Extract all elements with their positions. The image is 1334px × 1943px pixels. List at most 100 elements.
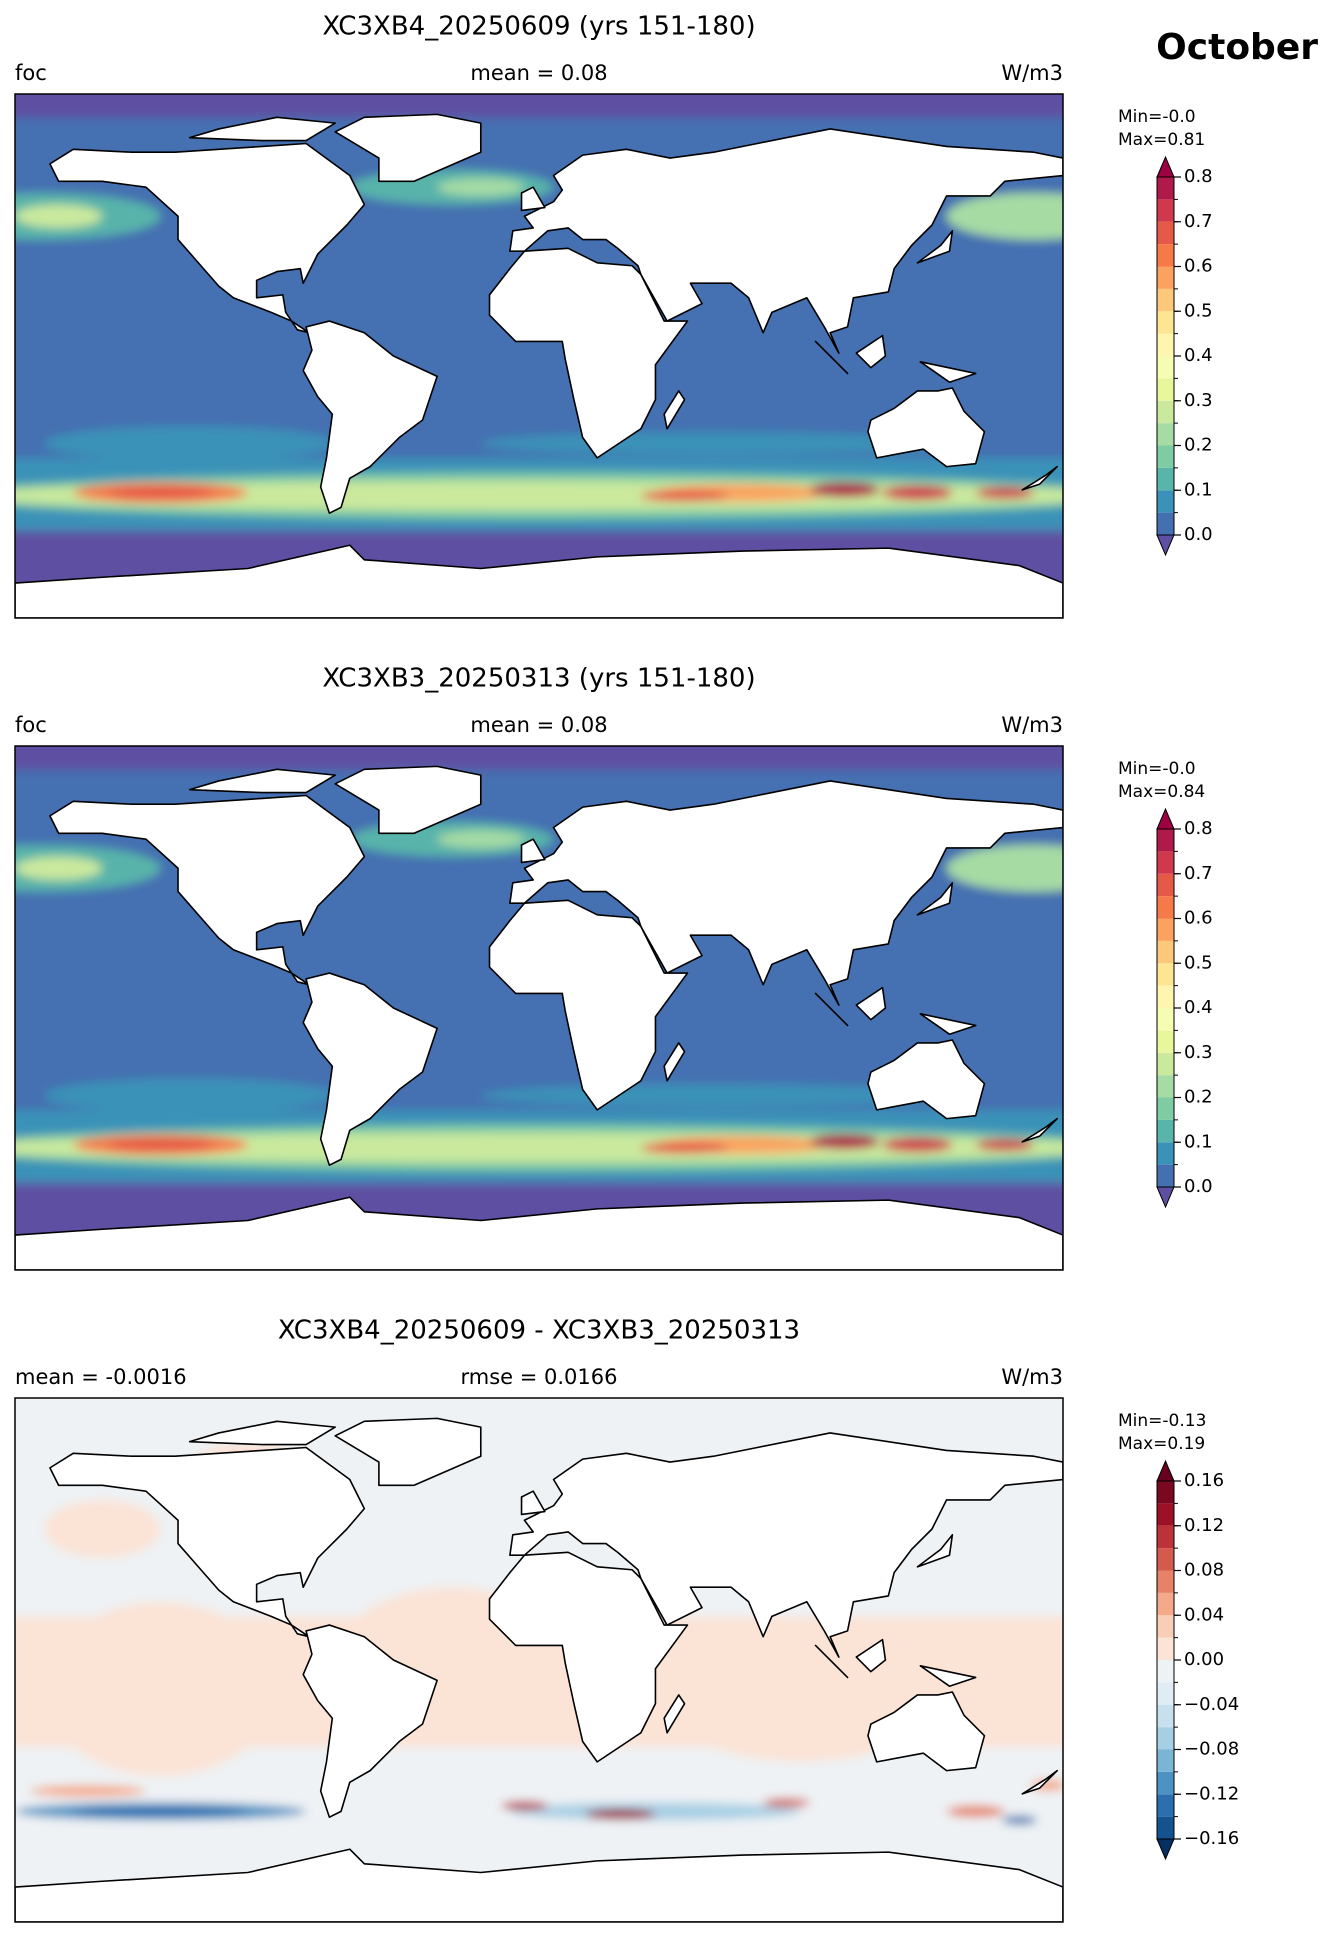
map xyxy=(0,79,1121,632)
colorbar-band xyxy=(1157,288,1174,312)
left-label: foc xyxy=(15,713,47,737)
colorbar-band xyxy=(1157,1660,1174,1683)
colorbar-tick-label: 0.3 xyxy=(1184,1042,1213,1063)
colorbar-band xyxy=(1157,1704,1174,1728)
colorbar-band xyxy=(1157,221,1174,245)
colorbar-band xyxy=(1157,311,1174,334)
colorbar-tick-label: 0.1 xyxy=(1184,1131,1213,1152)
colorbar-tick-label: 0.00 xyxy=(1184,1649,1224,1670)
min-label: Min=-0.0 xyxy=(1118,759,1196,779)
min-label: Min=-0.0 xyxy=(1118,107,1196,127)
map-content xyxy=(0,79,1121,632)
colorbar-tick-label: −0.08 xyxy=(1184,1739,1239,1760)
colorbar-band xyxy=(1157,1794,1174,1817)
colorbar-tick-label: 0.8 xyxy=(1184,818,1213,839)
colorbar-tick-label: 0.12 xyxy=(1184,1515,1224,1536)
map-content xyxy=(0,731,1121,1284)
colorbar-band xyxy=(1157,266,1174,289)
colorbar-tick-label: 0.08 xyxy=(1184,1560,1224,1581)
colorbar-band xyxy=(1157,829,1174,852)
center-label: rmse = 0.0166 xyxy=(460,1365,617,1389)
colorbar-tick-label: 0.5 xyxy=(1184,952,1213,973)
map-content xyxy=(0,1383,1077,1936)
max-label: Max=0.81 xyxy=(1118,130,1205,150)
colorbar-tick-label: −0.16 xyxy=(1184,1828,1239,1849)
map-frame xyxy=(14,745,1064,1271)
max-label: Max=0.84 xyxy=(1118,782,1205,802)
colorbar-band xyxy=(1157,1570,1174,1593)
colorbar-band xyxy=(1157,400,1174,424)
colorbar-tick-label: 0.4 xyxy=(1184,345,1213,366)
left-label: mean = -0.0016 xyxy=(15,1365,187,1389)
map-frame xyxy=(14,93,1064,619)
center-label: mean = 0.08 xyxy=(470,713,607,737)
colorbar-band xyxy=(1157,1771,1174,1795)
colorbar-band xyxy=(1157,333,1174,356)
colorbar-over xyxy=(1156,155,1175,178)
colorbar-band xyxy=(1157,199,1174,222)
colorbar-tick-label: 0.0 xyxy=(1184,524,1213,545)
colorbar-band xyxy=(1157,177,1174,200)
colorbar-band xyxy=(1157,1682,1174,1705)
colorbar-under xyxy=(1156,1838,1175,1861)
colorbar-band xyxy=(1157,1592,1174,1616)
min-label: Min=-0.13 xyxy=(1118,1411,1206,1431)
colorbar-band xyxy=(1157,1075,1174,1098)
panel: XC3XB3_20250313 (yrs 151-180) foc mean = 0… xyxy=(0,664,1213,1284)
colorbar-band xyxy=(1157,1525,1174,1549)
colorbar-under xyxy=(1156,1186,1175,1209)
colorbar-tick-label: −0.12 xyxy=(1184,1783,1239,1804)
colorbar-band xyxy=(1157,918,1174,941)
colorbar-tick-label: 0.7 xyxy=(1184,211,1213,232)
colorbar-tick-label: 0.6 xyxy=(1184,908,1213,929)
colorbar-tick-label: 0.0 xyxy=(1184,1176,1213,1197)
colorbar-band xyxy=(1157,985,1174,1008)
colorbar-tick-label: 0.4 xyxy=(1184,997,1213,1018)
colorbar-band xyxy=(1157,896,1174,919)
units-label: W/m3 xyxy=(1001,713,1063,737)
colorbar-band xyxy=(1157,244,1174,267)
colorbar-band xyxy=(1157,445,1174,468)
colorbar-tick-label: 0.7 xyxy=(1184,863,1213,884)
map xyxy=(0,731,1121,1284)
colorbar-band xyxy=(1157,1503,1174,1526)
colorbar-band xyxy=(1157,1749,1174,1772)
colorbar-under xyxy=(1156,534,1175,557)
panel-title: XC3XB4_20250609 - XC3XB3_20250313 xyxy=(278,1316,800,1346)
colorbar-band xyxy=(1157,1637,1174,1660)
map-frame xyxy=(14,1397,1064,1923)
colorbar-over xyxy=(1156,807,1175,830)
center-label: mean = 0.08 xyxy=(470,61,607,85)
colorbar-band xyxy=(1157,512,1174,535)
colorbar-band xyxy=(1157,490,1174,513)
map xyxy=(0,1383,1077,1936)
panel-title: XC3XB3_20250313 (yrs 151-180) xyxy=(322,664,755,694)
month-title: October xyxy=(1156,27,1318,68)
colorbar-band xyxy=(1157,1727,1174,1750)
colorbar-band xyxy=(1157,1142,1174,1165)
colorbar-band xyxy=(1157,356,1174,379)
colorbar-band xyxy=(1157,1164,1174,1187)
colorbar-band xyxy=(1157,940,1174,964)
colorbar-band xyxy=(1157,1615,1174,1638)
colorbar-band xyxy=(1157,1030,1174,1053)
colorbar-tick-label: 0.6 xyxy=(1184,256,1213,277)
panel-title: XC3XB4_20250609 (yrs 151-180) xyxy=(322,12,755,42)
colorbar-band xyxy=(1157,1097,1174,1120)
colorbar-tick-label: 0.16 xyxy=(1184,1470,1224,1491)
colorbar-band xyxy=(1157,963,1174,986)
colorbar-tick-label: 0.3 xyxy=(1184,390,1213,411)
panel: XC3XB4_20250609 (yrs 151-180) foc mean = 0… xyxy=(0,12,1213,632)
left-label: foc xyxy=(15,61,47,85)
colorbar-band xyxy=(1157,851,1174,874)
colorbar-band xyxy=(1157,423,1174,446)
colorbar-band xyxy=(1157,1816,1174,1839)
units-label: W/m3 xyxy=(1001,1365,1063,1389)
colorbar-tick-label: 0.2 xyxy=(1184,1087,1213,1108)
colorbar-tick-label: 0.5 xyxy=(1184,300,1213,321)
colorbar-over xyxy=(1156,1459,1175,1482)
units-label: W/m3 xyxy=(1001,61,1063,85)
colorbar-band xyxy=(1157,1481,1174,1504)
